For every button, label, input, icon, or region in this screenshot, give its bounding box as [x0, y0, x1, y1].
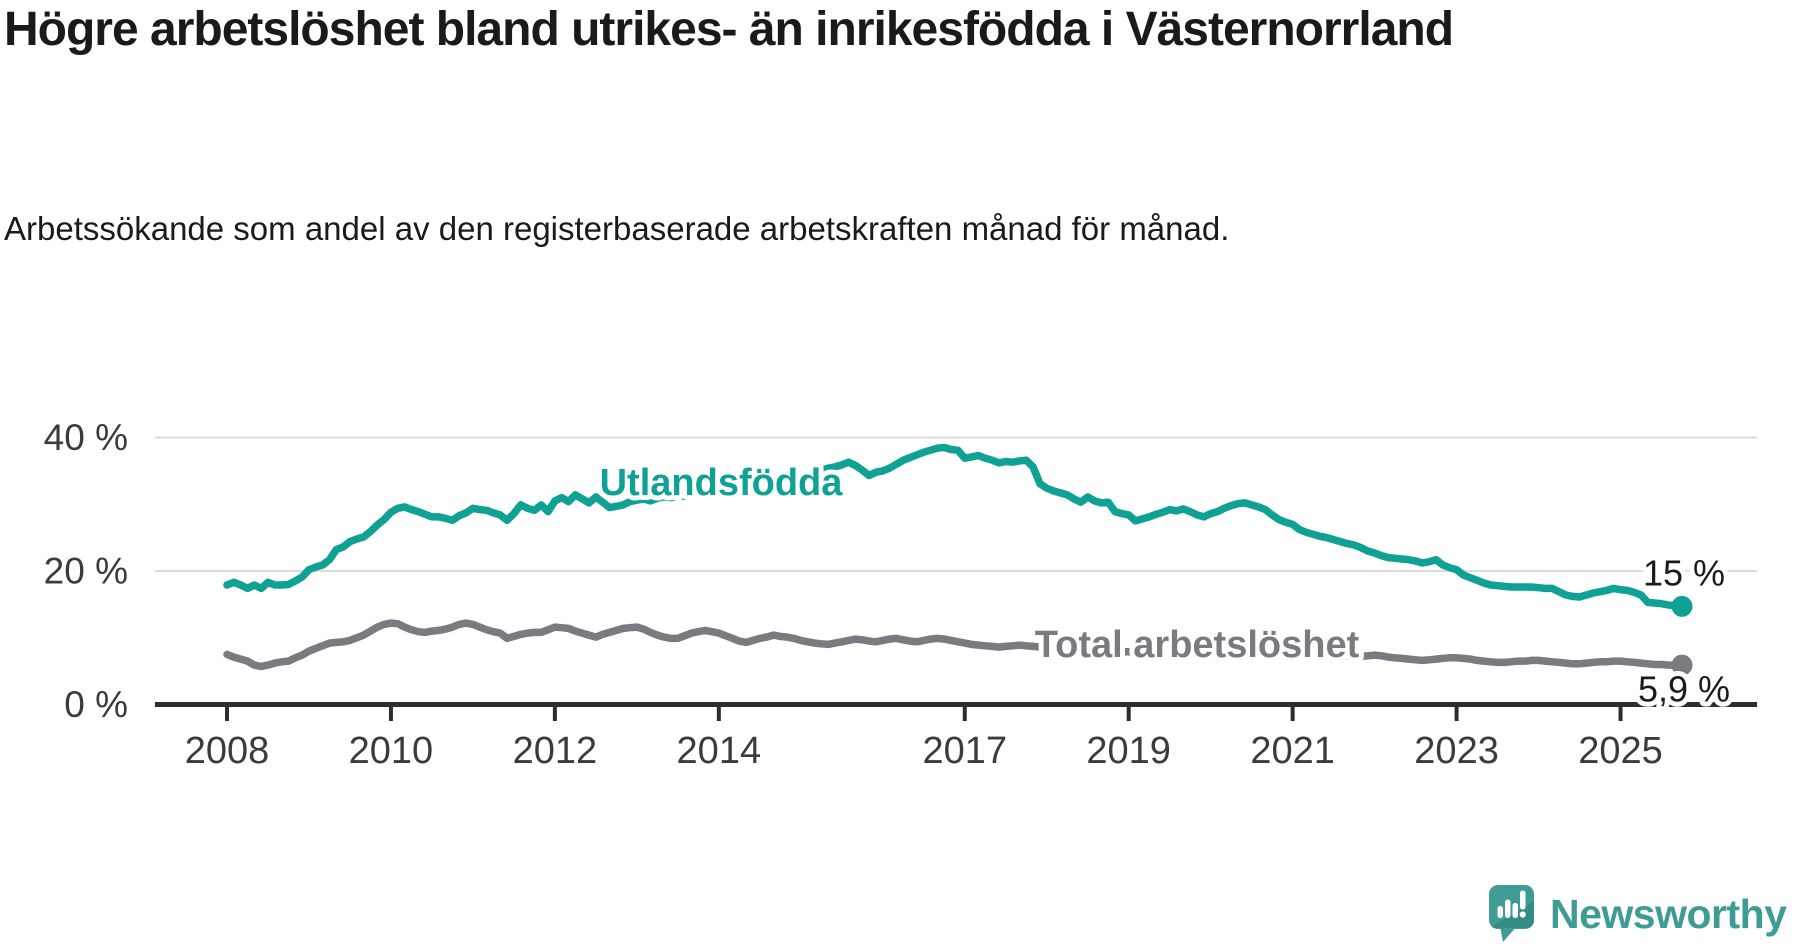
x-tick-label-2021: 2021 — [1250, 730, 1335, 772]
mini-bar-chart-icon — [1497, 890, 1526, 918]
x-tick-label-2010: 2010 — [349, 730, 434, 772]
x-tick-label-2025: 2025 — [1578, 730, 1663, 772]
speech-bubble-tail — [1500, 926, 1517, 942]
y-tick-label-0: 0 % — [64, 684, 128, 725]
series-end-value-utlandsf-dda: 15 % — [1643, 553, 1725, 594]
x-tick-label-2023: 2023 — [1414, 730, 1499, 772]
newsworthy-branding: Newsworthy — [1488, 884, 1787, 944]
y-tick-label-20: 20 % — [44, 551, 128, 592]
series-end-dot-utlandsf-dda — [1671, 595, 1693, 617]
newsworthy-wordmark: Newsworthy — [1550, 891, 1787, 937]
series-end-value-total-arbetsl-shet: 5,9 % — [1638, 669, 1730, 710]
series-label-total-arbetsl-shet: Total arbetslöshet — [1035, 624, 1360, 666]
series-line-total-arbetsl-shet — [223, 619, 1686, 671]
series-label-utlandsf-dda: Utlandsfödda — [600, 462, 844, 504]
chart-title: Högre arbetslöshet bland utrikes- än inr… — [4, 3, 1454, 56]
series-line-utlandsf-dda — [223, 443, 1686, 611]
newsworthy-logo-icon — [1489, 885, 1534, 942]
x-tick-label-2012: 2012 — [513, 730, 598, 772]
chart-subtitle: Arbetssökande som andel av den registerb… — [4, 210, 1230, 247]
x-tick-label-2008: 2008 — [185, 730, 270, 772]
x-tick-label-2017: 2017 — [922, 730, 1007, 772]
series-end-dot-total-arbetsl-shet — [1671, 654, 1693, 676]
y-tick-label-40: 40 % — [44, 417, 128, 458]
x-tick-label-2014: 2014 — [677, 730, 762, 772]
x-tick-label-2019: 2019 — [1086, 730, 1171, 772]
